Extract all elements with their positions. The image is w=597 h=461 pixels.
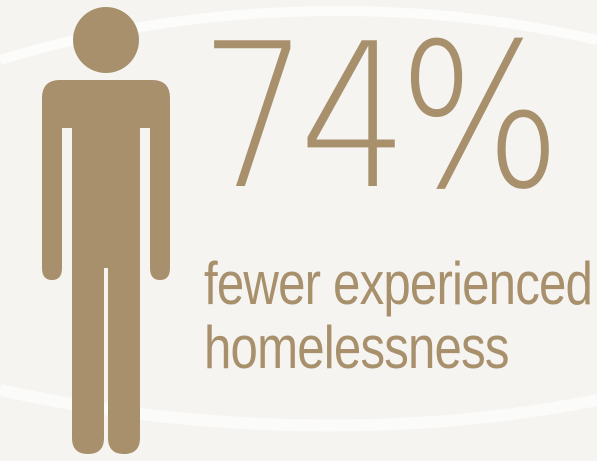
stat-percentage: 74%: [200, 1, 562, 234]
stat-caption-line-2: homelessness: [204, 314, 509, 381]
stat-caption: fewer experienced homelessness: [204, 250, 593, 381]
stat-caption-line-1: fewer experienced: [204, 250, 593, 317]
